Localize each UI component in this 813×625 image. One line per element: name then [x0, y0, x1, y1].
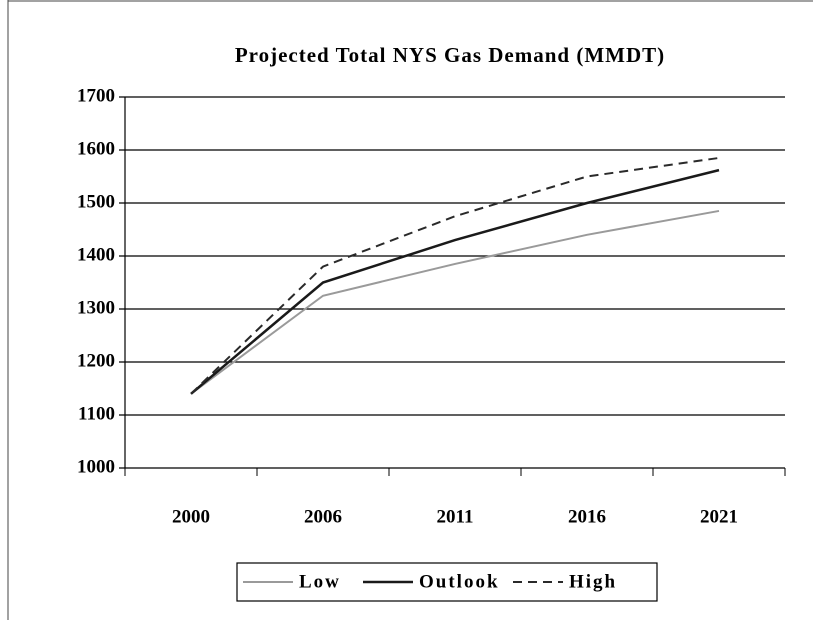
series-line [190, 168, 720, 395]
y-tick-label: 1400 [77, 244, 115, 265]
y-tick-label: 1600 [77, 138, 115, 159]
legend-label: Low [299, 571, 341, 592]
chart-title: Projected Total NYS Gas Demand (MMDT) [235, 43, 665, 67]
y-tick-label: 1200 [77, 350, 115, 371]
y-tick-label: 1300 [77, 297, 115, 318]
x-tick-label: 2000 [172, 506, 210, 527]
y-tick-label: 1000 [77, 456, 115, 477]
legend-label: High [569, 571, 617, 592]
y-tick-label: 1100 [78, 403, 115, 424]
legend-label: Outlook [419, 571, 500, 592]
legend-box [236, 562, 658, 602]
x-tick-label: 2006 [304, 506, 342, 527]
series-line [190, 156, 720, 395]
y-tick-label: 1700 [77, 85, 115, 106]
x-tick-label: 2016 [568, 506, 606, 527]
x-tick-label: 2011 [437, 506, 474, 527]
series-line [190, 209, 720, 395]
x-tick-label: 2021 [700, 506, 738, 527]
y-tick-label: 1500 [77, 191, 115, 212]
